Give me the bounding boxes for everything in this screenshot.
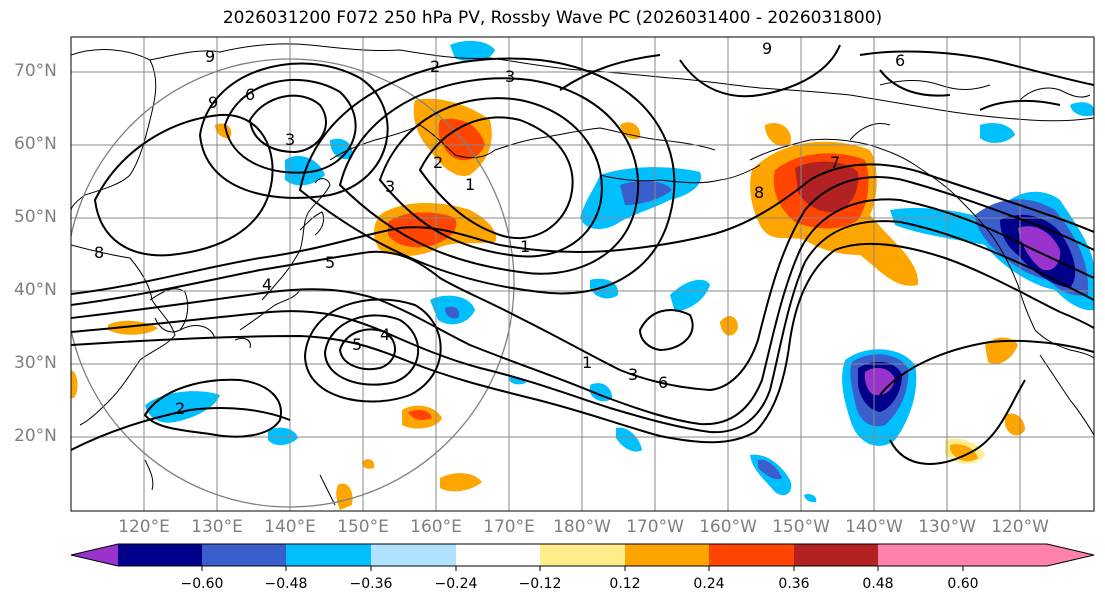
colorbar-segment [540, 544, 625, 566]
colorbar-tick-label: −0.36 [349, 576, 393, 592]
contour-label: 3 [385, 177, 395, 196]
colorbar-segment [709, 544, 794, 566]
colorbar-segment [794, 544, 878, 566]
colorbar-tick-label: −0.48 [264, 576, 308, 592]
lon-label: 120°W [991, 517, 1049, 537]
contour-label: 9 [208, 93, 218, 112]
colorbar-tick-label: −0.24 [434, 576, 478, 592]
colorbar-segment [371, 544, 456, 566]
map-title: 2026031200 F072 250 hPa PV, Rossby Wave … [222, 8, 883, 28]
lon-label: 160°W [699, 517, 757, 537]
colorbar-segment [118, 544, 202, 566]
contour-label: 3 [505, 67, 515, 86]
lat-label: 60°N [14, 134, 57, 154]
gray-circle-outline [71, 58, 515, 508]
lat-label: 20°N [14, 426, 57, 446]
contour-label: 8 [94, 243, 104, 262]
lat-label: 30°N [14, 353, 57, 373]
colorbar-tick-label: 0.36 [778, 576, 810, 592]
lon-label: 130°W [918, 517, 976, 537]
contour-label: 8 [754, 183, 764, 202]
colorbar-tick-label: −0.60 [180, 576, 224, 592]
colorbar-segment [456, 544, 540, 566]
lat-label: 40°N [14, 280, 57, 300]
colorbar-extend-high [963, 544, 1094, 566]
pv-contours [71, 44, 1094, 465]
contour-label: 4 [262, 275, 272, 294]
colorbar-tick-label: 0.12 [609, 576, 641, 592]
contour-label: 6 [658, 373, 668, 392]
contour-label: 2 [433, 153, 443, 172]
lon-label: 140°E [264, 517, 316, 537]
contour-label: 9 [205, 47, 215, 66]
lon-label: 180°W [553, 517, 611, 537]
contour-label: 5 [325, 253, 335, 272]
colorbar-tick-label: 0.24 [693, 576, 725, 592]
colorbar-tick-label: 0.48 [862, 576, 894, 592]
contour-label: 2 [430, 57, 440, 76]
contour-label: 1 [520, 237, 530, 256]
lon-label: 150°E [337, 517, 389, 537]
lon-label: 120°E [118, 517, 170, 537]
contour-label: 3 [285, 130, 295, 149]
colorbar-segment [202, 544, 286, 566]
colorbar-extend-low [71, 544, 118, 566]
contour-label: 1 [465, 175, 475, 194]
colorbar-segment [286, 544, 371, 566]
lat-label: 70°N [14, 61, 57, 81]
colorbar [70, 543, 1095, 571]
colorbar-tick-label: 0.60 [947, 576, 979, 592]
colorbar-tick-label: −0.12 [518, 576, 562, 592]
contour-label: 3 [628, 365, 638, 384]
lon-label: 170°W [626, 517, 684, 537]
contour-label: 2 [175, 399, 185, 418]
contour-label: 5 [352, 335, 362, 354]
contour-label: 1 [582, 353, 592, 372]
lon-label: 130°E [191, 517, 243, 537]
contour-label: 6 [895, 51, 905, 70]
lon-label: 140°W [845, 517, 903, 537]
lon-label: 170°E [483, 517, 535, 537]
contour-label: 6 [245, 85, 255, 104]
contour-label: 4 [380, 325, 390, 344]
colorbar-segment [625, 544, 709, 566]
colorbar-segment [878, 544, 963, 566]
map-frame-border [70, 36, 1095, 512]
lat-label: 50°N [14, 207, 57, 227]
lon-label: 160°E [410, 517, 462, 537]
contour-label: 9 [762, 39, 772, 58]
lon-label: 150°W [772, 517, 830, 537]
contour-labels: 9 9 6 2 3 9 6 3 1 3 2 4 5 5 4 1 3 6 8 7 … [94, 39, 905, 418]
contour-label: 7 [830, 153, 840, 172]
